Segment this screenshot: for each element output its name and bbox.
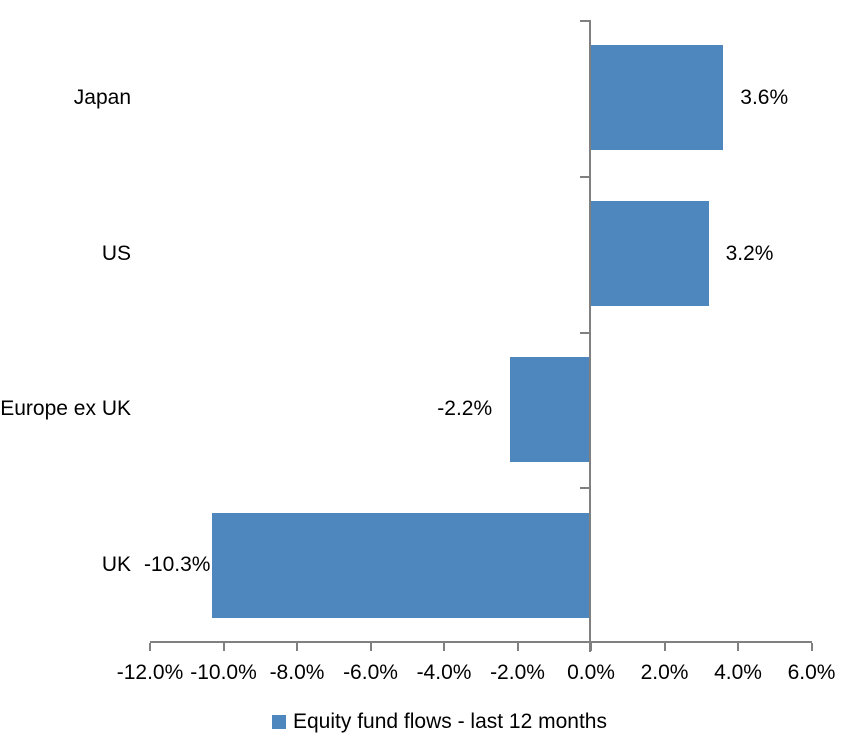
value-label: 3.6% [740,85,789,109]
category-boundary-tick [580,487,589,490]
x-tick [663,643,666,651]
x-tick [296,643,298,651]
legend-label: Equity fund flows - last 12 months [293,710,607,733]
x-tick [737,643,739,651]
category-label: Europe ex UK [0,397,131,421]
x-tick [369,643,372,651]
bar-uk [212,512,591,618]
x-tick-label: -6.0% [343,661,398,684]
x-tick-label: -4.0% [416,661,472,684]
category-label: UK [101,553,131,577]
x-tick [443,643,445,651]
category-boundary-tick [580,175,589,178]
legend: Equity fund flows - last 12 months [272,710,607,734]
x-tick [149,643,151,651]
value-label: 3.2% [725,241,774,265]
legend-marker-icon [272,715,286,729]
x-tick-label: 6.0% [787,661,836,684]
category-boundary-tick [580,20,589,22]
x-tick-label: -10.0% [190,661,257,684]
x-axis-line [150,641,812,643]
x-tick-label: 4.0% [714,661,762,684]
x-tick [222,643,225,651]
bar-us [591,201,709,307]
x-tick-label: -12.0% [116,661,184,684]
x-tick-label: -8.0% [269,661,325,684]
category-boundary-tick [580,331,589,334]
x-tick-label: -2.0% [490,661,545,684]
x-tick-label: 2.0% [640,661,689,684]
bar-japan [591,45,724,151]
value-label: -10.3% [143,553,211,577]
category-label: US [101,241,131,265]
value-label: -2.2% [437,397,493,421]
category-label: Japan [73,85,131,109]
x-tick [810,643,813,651]
bar-europe-ex-uk [510,356,591,462]
x-tick [590,643,592,651]
x-tick-label: 0.0% [567,661,615,684]
y-axis-line [589,20,591,652]
x-tick [516,643,519,651]
